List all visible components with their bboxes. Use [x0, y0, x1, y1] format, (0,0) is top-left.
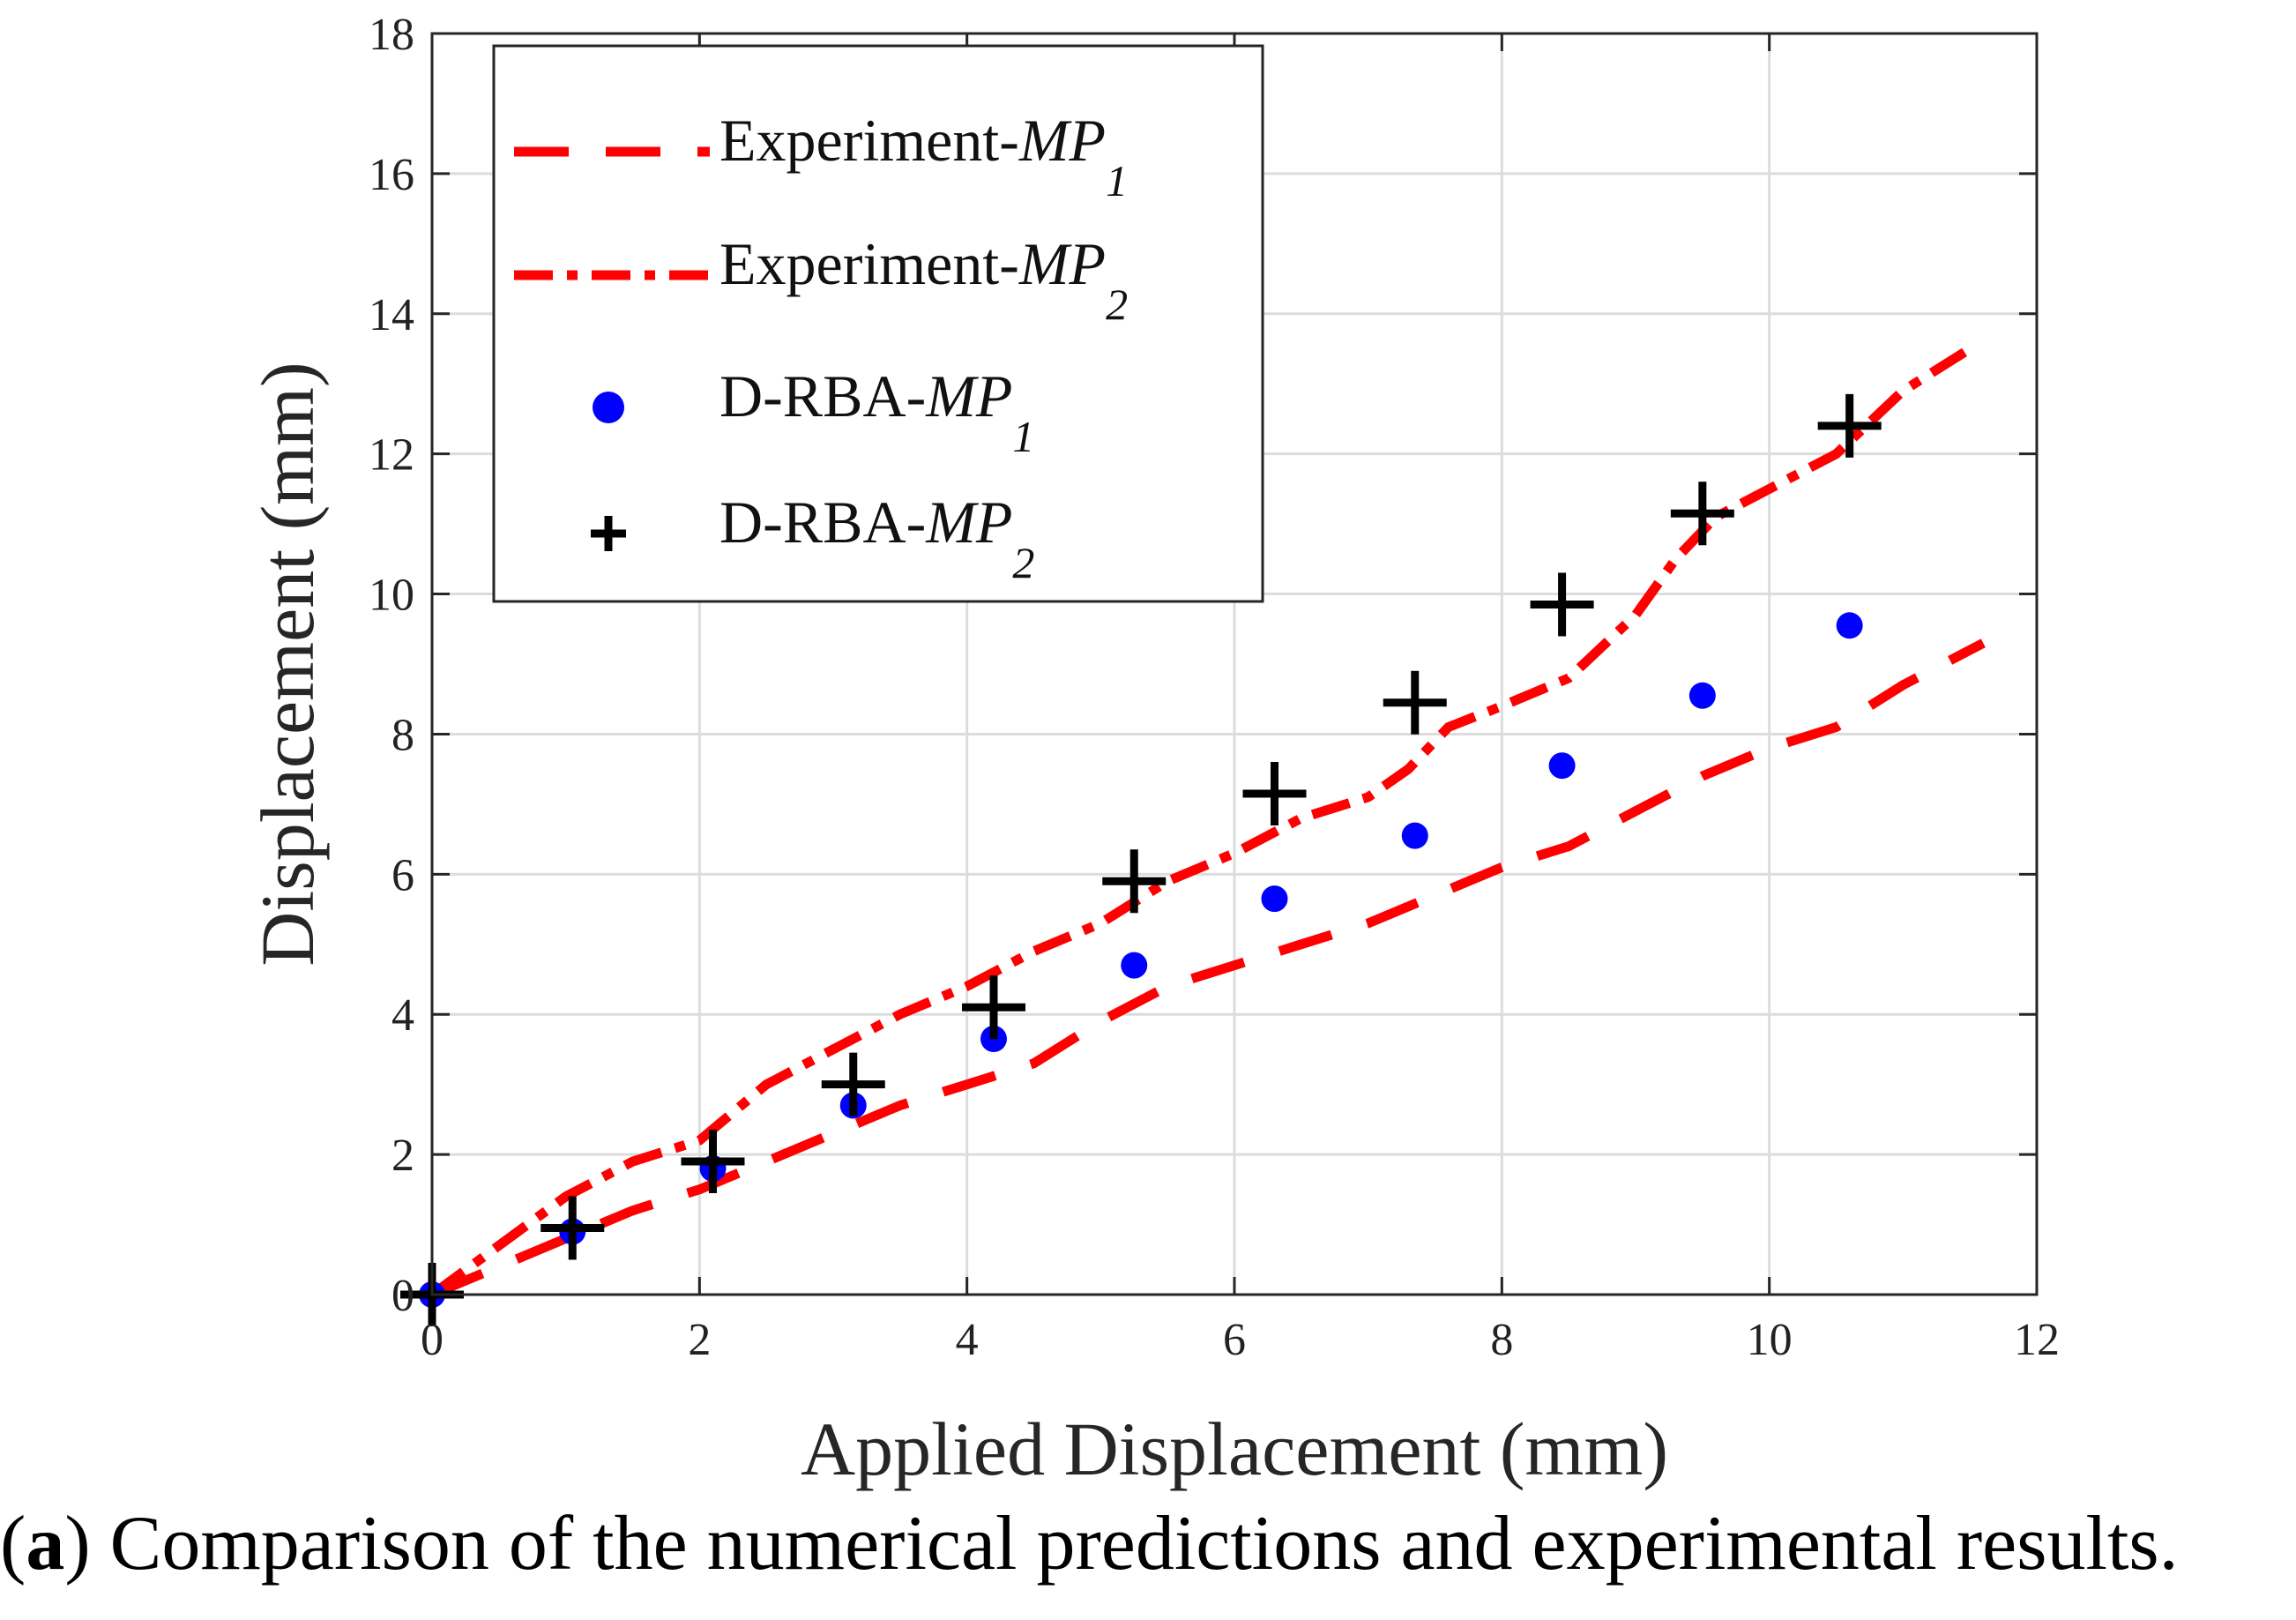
series-line	[429, 638, 1986, 1300]
data-point	[1102, 849, 1167, 914]
data-point	[1383, 670, 1447, 735]
y-tick-label: 16	[369, 150, 414, 200]
y-axis-label: Displacement (mm)	[245, 362, 330, 966]
y-tick-label: 18	[369, 10, 414, 60]
y-tick-label: 10	[369, 571, 414, 621]
x-tick-label: 2	[688, 1315, 711, 1365]
legend-label: D-RBA-MP2	[719, 489, 1034, 587]
y-tick-label: 14	[369, 290, 414, 340]
series-3	[419, 612, 1863, 1308]
x-tick-label: 6	[1223, 1315, 1246, 1365]
legend-swatch	[593, 392, 624, 423]
displacement-chart: 0 2 4 6 8 10 12 0 2 4 6 8 10 12 14 16 18 Applied Displac…	[245, 10, 2060, 1491]
y-tick-label: 2	[391, 1131, 414, 1181]
x-tick-label: 12	[2014, 1315, 2060, 1365]
data-point	[1817, 393, 1882, 458]
y-tick-label: 4	[391, 990, 414, 1041]
legend-box	[492, 44, 1264, 603]
data-point	[1670, 482, 1734, 546]
series-layer	[400, 344, 1986, 1326]
y-tick-label: 0	[391, 1271, 414, 1321]
y-tick-label: 8	[391, 710, 414, 760]
legend-swatch	[591, 516, 626, 551]
legend-item: Experiment-MP1	[514, 107, 1128, 205]
x-tick-label: 4	[956, 1315, 979, 1365]
data-point	[1261, 885, 1288, 913]
data-point	[1401, 822, 1428, 849]
series-1	[429, 638, 1986, 1300]
data-point	[821, 1052, 885, 1116]
x-axis-label: Applied Displacement (mm)	[801, 1407, 1668, 1491]
y-tick-label: 6	[391, 850, 414, 900]
legend: Experiment-MP1 Experiment-MP2 D-RBA-MP1 D-R…	[492, 44, 1264, 603]
x-tick-label: 0	[421, 1315, 444, 1365]
y-tick-label: 12	[369, 430, 414, 481]
x-tick-label: 8	[1490, 1315, 1513, 1365]
data-point	[1530, 572, 1594, 637]
figure-caption: (a) Comparison of the numerical predicti…	[0, 1501, 2179, 1586]
data-point	[681, 1130, 745, 1194]
legend-label: Experiment-MP2	[719, 230, 1128, 329]
data-point	[1121, 952, 1148, 979]
data-point	[540, 1196, 605, 1260]
x-tick-label: 10	[1747, 1315, 1793, 1365]
data-point	[1548, 752, 1576, 780]
legend-item: D-RBA-MP2	[591, 489, 1034, 587]
legend-label: Experiment-MP1	[719, 107, 1128, 205]
legend-item: Experiment-MP2	[514, 230, 1128, 329]
data-point	[1688, 682, 1716, 709]
caption-text: Comparison of the numerical predictions …	[90, 1501, 2179, 1586]
data-point	[1242, 761, 1307, 825]
caption-label: a	[26, 1501, 65, 1586]
data-point	[1836, 612, 1863, 639]
axis-ticks: 0 2 4 6 8 10 12 0 2 4 6 8 10 12 14 16 18	[369, 10, 2060, 1365]
legend-label: D-RBA-MP1	[719, 362, 1034, 461]
data-point	[962, 975, 1025, 1040]
legend-item: D-RBA-MP1	[593, 362, 1034, 461]
